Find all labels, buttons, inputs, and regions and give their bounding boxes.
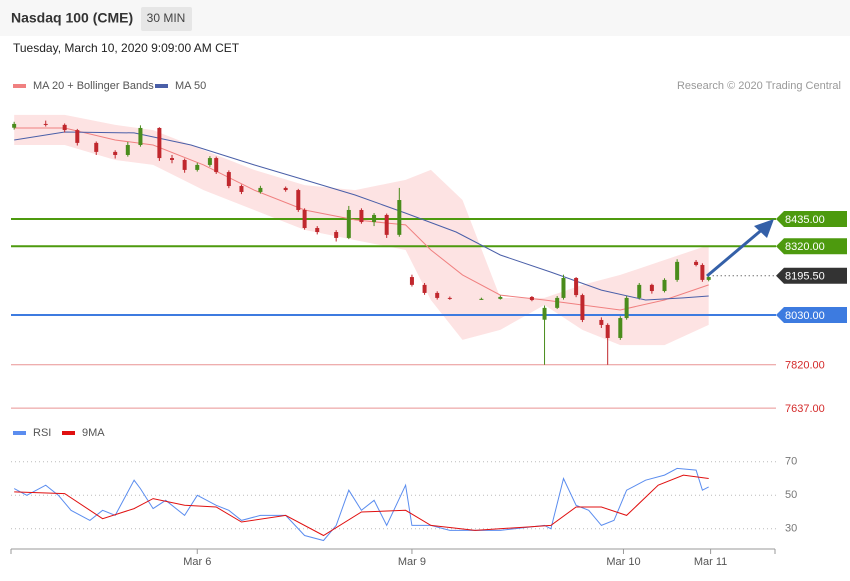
rsi-panel: 70 50 30 Mar 6 Mar 9 Mar 10 Mar 11 xyxy=(10,456,797,568)
candle-body xyxy=(75,130,80,143)
legend-label: RSI xyxy=(33,427,51,439)
x-tick-label: Mar 9 xyxy=(398,556,426,568)
candle-body xyxy=(170,158,175,160)
level-label: 8320.00 xyxy=(785,241,825,253)
candle-body xyxy=(138,127,143,146)
candle-body xyxy=(125,145,130,155)
level-box xyxy=(776,210,847,227)
rsi-line xyxy=(14,474,709,537)
candle-body xyxy=(157,127,162,159)
arrow xyxy=(706,226,765,278)
arrow-head xyxy=(754,219,774,238)
legend-swatch xyxy=(13,431,26,435)
candle-body xyxy=(397,200,402,235)
level-label: 7637.00 xyxy=(785,403,825,415)
candle-body xyxy=(649,284,654,292)
x-tick-label: Mar 10 xyxy=(606,556,640,568)
price-panel: 8435.00 8320.00 8195.50 8030.00 7820.00 7637.… xyxy=(11,114,847,415)
candle-body xyxy=(182,159,187,170)
candle-body xyxy=(346,209,351,238)
x-tick-label: Mar 11 xyxy=(694,556,727,568)
candle-body xyxy=(62,124,67,131)
candle-body xyxy=(239,186,244,192)
candle-body xyxy=(296,190,301,210)
level-label: 8030.00 xyxy=(785,310,825,322)
legend-label: MA 50 xyxy=(175,80,206,92)
candle-body xyxy=(422,284,427,293)
level-box xyxy=(776,238,847,255)
candle-body xyxy=(372,214,377,223)
candle-body xyxy=(447,297,452,299)
y-tick-label: 70 xyxy=(785,456,797,468)
candle-body xyxy=(207,158,212,165)
level-label: 8435.00 xyxy=(785,214,825,226)
credit: Research © 2020 Trading Central xyxy=(677,80,841,92)
candle-body xyxy=(561,277,566,298)
candle-body xyxy=(700,264,705,280)
legend-label: 9MA xyxy=(82,427,105,439)
candle-body xyxy=(359,209,364,223)
candle-body xyxy=(12,123,17,128)
candle-body xyxy=(226,172,231,187)
interval-box xyxy=(141,7,192,31)
candle-body xyxy=(334,232,339,238)
candle-body xyxy=(706,277,711,280)
candle-body xyxy=(113,151,118,155)
candle-body xyxy=(384,214,389,235)
candle-body xyxy=(195,164,200,170)
candle-body xyxy=(574,277,579,296)
interval: 30 MIN xyxy=(147,11,186,25)
candle-body xyxy=(94,142,99,152)
candle-body xyxy=(637,284,642,298)
timestamp: Tuesday, March 10, 2020 9:09:00 AM CET xyxy=(13,41,240,55)
candle-body xyxy=(599,319,604,325)
level-label: 7820.00 xyxy=(785,360,825,372)
candle-body xyxy=(302,209,307,228)
candle-body xyxy=(435,292,440,298)
candle-body xyxy=(409,277,414,285)
candle-body xyxy=(529,296,534,301)
candle-body xyxy=(542,307,547,320)
level-box xyxy=(776,306,847,323)
candle-body xyxy=(214,158,219,173)
candle-body xyxy=(694,261,699,265)
candle-body xyxy=(662,279,667,292)
candle-body xyxy=(498,296,503,299)
chart-title: Nasdaq 100 (CME) xyxy=(11,10,133,26)
candle-body xyxy=(43,123,48,125)
candle-body xyxy=(479,298,484,300)
level-label: 8195.50 xyxy=(785,271,825,283)
ma-line xyxy=(14,131,709,301)
candle-body xyxy=(618,318,623,338)
candle-body xyxy=(258,187,263,192)
rsi-line xyxy=(13,467,709,542)
legend-label: MA 20 + Bollinger Bands xyxy=(33,80,154,92)
x-tick-label: Mar 6 xyxy=(183,556,211,568)
candle-body xyxy=(315,227,320,233)
y-tick-label: 30 xyxy=(785,523,797,535)
candle-body xyxy=(605,324,610,338)
legend-swatch xyxy=(13,84,26,88)
bollinger-band xyxy=(14,114,709,346)
legend-swatch xyxy=(62,431,75,435)
candle-body xyxy=(675,261,680,280)
candle-body xyxy=(555,297,560,308)
candle-body xyxy=(580,295,585,320)
legend: MA 20 + Bollinger Bands MA 50 RSI 9MA xyxy=(13,80,206,439)
y-tick-label: 50 xyxy=(785,489,797,501)
level-box xyxy=(776,267,847,284)
legend-swatch xyxy=(155,84,168,88)
candle-body xyxy=(624,297,629,319)
candle-body xyxy=(283,187,288,191)
